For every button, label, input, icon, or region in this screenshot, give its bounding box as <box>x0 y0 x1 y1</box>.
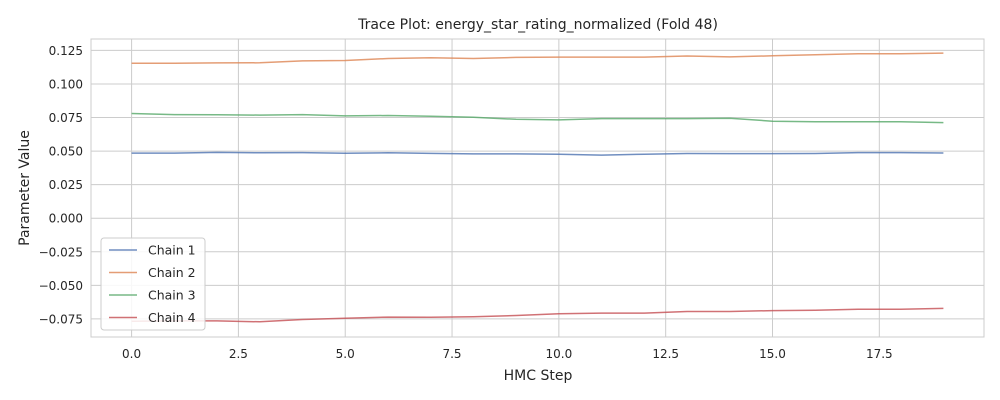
x-tick-label: 10.0 <box>546 347 573 361</box>
series-line-chain-2 <box>131 52 944 64</box>
x-tick-label: 12.5 <box>652 347 679 361</box>
x-axis-label: HMC Step <box>504 368 573 384</box>
y-axis-label: Parameter Value <box>17 130 33 246</box>
y-axis-ticks: −0.075 −0.050 −0.025 0.000 0.025 0.050 0.075 0.… <box>39 44 83 326</box>
series-line-chain-4 <box>131 307 944 323</box>
y-tick-label: 0.025 <box>49 178 83 192</box>
series-lines <box>131 52 944 323</box>
y-tick-label: 0.050 <box>49 145 83 159</box>
y-tick-label: 0.125 <box>49 44 83 58</box>
x-tick-label: 5.0 <box>336 347 355 361</box>
x-tick-label: 17.5 <box>866 347 893 361</box>
legend-label-chain-2: Chain 2 <box>148 265 196 280</box>
y-tick-label: 0.000 <box>49 212 83 226</box>
y-tick-label: −0.025 <box>39 245 83 259</box>
series-line-chain-3 <box>131 112 944 124</box>
x-tick-label: 2.5 <box>229 347 248 361</box>
legend-label-chain-1: Chain 1 <box>148 243 196 258</box>
x-tick-label: 15.0 <box>759 347 786 361</box>
legend: Chain 1 Chain 2 Chain 3 Chain 4 <box>100 237 206 331</box>
plot-area <box>90 38 985 338</box>
y-tick-label: 0.075 <box>49 111 83 125</box>
legend-box <box>100 237 206 331</box>
y-tick-label: −0.050 <box>39 279 83 293</box>
chart-title: Trace Plot: energy_star_rating_normalize… <box>357 17 718 33</box>
x-tick-label: 0.0 <box>122 347 141 361</box>
y-tick-label: −0.075 <box>39 312 83 326</box>
legend-label-chain-4: Chain 4 <box>148 310 196 325</box>
x-tick-label: 7.5 <box>442 347 461 361</box>
x-axis-ticks: 0.0 2.5 5.0 7.5 10.0 12.5 15.0 17.5 <box>122 347 893 361</box>
series-line-chain-1 <box>131 151 944 156</box>
plot-frame <box>90 38 985 338</box>
gridlines <box>91 39 984 337</box>
legend-label-chain-3: Chain 3 <box>148 288 196 303</box>
y-tick-label: 0.100 <box>49 77 83 91</box>
